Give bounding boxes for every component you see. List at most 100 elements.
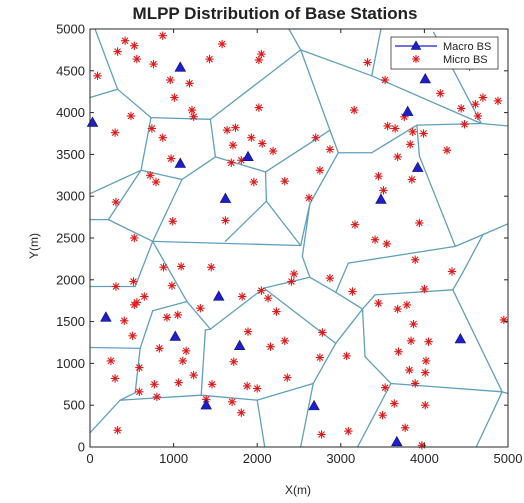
y-tick-label: 4000 (56, 105, 85, 120)
voronoi-edge (119, 392, 136, 401)
micro-bs-point (227, 397, 237, 407)
voronoi-edge (335, 308, 364, 344)
micro-bs-point (129, 277, 138, 286)
voronoi-edge (356, 382, 392, 448)
micro-bs-point (205, 54, 214, 64)
micro-bs-point (263, 293, 273, 303)
micro-bs-point (189, 370, 198, 380)
micro-bs-point (237, 292, 247, 301)
micro-bs-point (447, 267, 457, 276)
y-tick-label: 2000 (56, 272, 85, 287)
macro-bs-point (174, 157, 187, 168)
micro-bs-point (318, 328, 327, 337)
voronoi-edge (329, 129, 339, 154)
micro-bs-point (419, 129, 428, 138)
micro-bs-point (135, 387, 144, 397)
micro-bs-point (442, 146, 452, 155)
micro-bs-point (151, 177, 161, 187)
macro-bs-point (375, 193, 387, 204)
micro-bs-point (150, 380, 159, 389)
micro-bs-point (415, 218, 424, 228)
micro-bs-point (167, 281, 177, 290)
micro-bs-point (176, 262, 186, 271)
voronoi-edge (134, 240, 154, 288)
legend-macro-label: Macro BS (443, 41, 491, 53)
voronoi-edge (263, 276, 311, 289)
micro-bs-point (257, 49, 266, 59)
micro-bs-point (178, 356, 187, 366)
x-tick-label: 5000 (494, 451, 523, 466)
micro-bs-point (257, 286, 266, 295)
voronoi-edge (152, 240, 302, 247)
micro-bs-point (173, 310, 182, 320)
micro-bs-point (152, 392, 162, 402)
voronoi-edge (418, 155, 456, 248)
voronoi-edge (416, 122, 482, 126)
micro-bs-point (253, 384, 262, 393)
micro-bs-point (408, 127, 417, 137)
micro-bs-point (249, 177, 259, 187)
voronoi-edge (204, 328, 212, 331)
micro-bs-point (217, 39, 227, 49)
micro-bs-point (243, 327, 253, 336)
voronoi-edge (152, 178, 183, 242)
macro-bs-point (391, 435, 403, 447)
micro-bs-point (266, 342, 275, 351)
micro-bs-point (370, 235, 380, 244)
x-tick-label: 2000 (243, 451, 272, 466)
voronoi-edge (224, 200, 268, 242)
micro-bs-point (247, 133, 256, 142)
micro-bs-point (374, 299, 383, 308)
micro-bs-point (402, 300, 412, 310)
x-tick-label: 4000 (410, 451, 439, 466)
micro-bs-point (174, 378, 183, 387)
voronoi-edge (475, 391, 503, 448)
voronoi-edge (361, 294, 376, 310)
micro-bs-point (126, 111, 136, 121)
voronoi-edge (374, 289, 454, 296)
micro-bs-point (456, 104, 466, 113)
micro-bs-point (315, 353, 325, 362)
macro-bs-point (401, 105, 414, 116)
micro-bs-point (471, 100, 480, 109)
voronoi-edge (89, 346, 141, 350)
x-axis-label: X(m) (285, 483, 311, 497)
voronoi-edge (256, 399, 266, 448)
voronoi-edge (312, 342, 337, 385)
micro-bs-point (196, 304, 205, 313)
micro-bs-point (221, 216, 230, 225)
micro-bs-point (311, 133, 320, 142)
legend-micro-marker (412, 55, 420, 63)
micro-bs-point (280, 336, 289, 346)
voronoi-edge (107, 218, 154, 242)
micro-bs-point (113, 47, 122, 56)
micro-bs-point (390, 399, 399, 408)
voronoi-edge (371, 75, 482, 125)
legend-micro-label: Micro BS (443, 54, 488, 66)
micro-bs-point (272, 307, 281, 316)
micro-bs-point (155, 344, 164, 353)
micro-bs-point (258, 139, 267, 148)
micro-bs-point (132, 298, 142, 307)
micro-bs-point (158, 31, 167, 40)
voronoi-edge (288, 28, 302, 51)
voronoi-edge (200, 394, 258, 401)
micro-bs-point (128, 331, 137, 341)
y-tick-label: 4500 (56, 63, 85, 78)
y-tick-label: 1000 (56, 356, 85, 371)
voronoi-edge (364, 356, 392, 385)
micro-bs-point (409, 319, 418, 329)
micro-bs-point (317, 430, 326, 439)
micro-bs-point (130, 41, 139, 50)
micro-bs-point (254, 103, 264, 112)
legend-macro-marker (410, 40, 422, 50)
micro-bs-point (420, 284, 429, 294)
micro-bs-point (407, 175, 417, 184)
micro-bs-point (158, 133, 167, 142)
micro-bs-point (111, 197, 121, 207)
micro-bs-point (421, 356, 431, 366)
voronoi-edge (371, 28, 382, 77)
micro-bs-point (421, 401, 430, 410)
voronoi-edge (152, 300, 188, 312)
